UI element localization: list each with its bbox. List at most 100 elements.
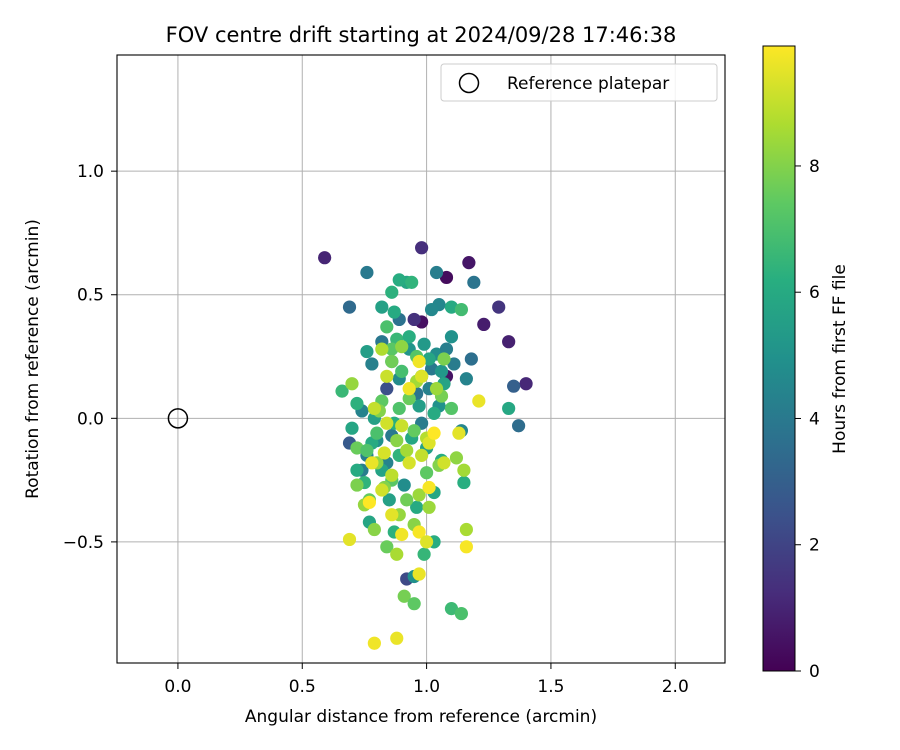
scatter-point — [335, 384, 349, 398]
scatter-point — [444, 300, 459, 314]
scatter-point — [457, 463, 471, 477]
scatter-point — [402, 391, 416, 406]
scatter-point — [407, 424, 421, 438]
scatter-point — [429, 382, 444, 396]
scatter-point — [392, 401, 406, 416]
scatter-point — [472, 394, 486, 408]
scatter-point — [367, 522, 381, 537]
colorbar-label: Hours from first FF file — [830, 264, 850, 454]
scatter-point — [419, 466, 434, 480]
scatter-point — [402, 382, 416, 396]
scatter-point — [385, 342, 399, 356]
scatter-point — [380, 382, 394, 396]
legend-box — [440, 63, 718, 102]
scatter-point — [387, 305, 401, 319]
scatter-point — [365, 357, 379, 371]
scatter-point — [390, 433, 404, 448]
colorbar-tick-label: 0 — [809, 662, 820, 682]
scatter-point — [507, 379, 521, 393]
scatter-point — [512, 419, 526, 433]
scatter-point — [437, 352, 451, 366]
scatter-point — [459, 522, 473, 537]
scatter-point — [427, 426, 441, 440]
scatter-point — [397, 478, 411, 492]
reference-marker-layer — [167, 408, 189, 429]
scatter-point — [437, 456, 451, 470]
scatter-point — [444, 330, 459, 344]
scatter-point — [412, 525, 426, 539]
scatter-point — [405, 275, 419, 289]
scatter-point — [459, 372, 473, 386]
scatter-point — [454, 302, 469, 317]
scatter-point — [397, 589, 411, 603]
scatter-point — [392, 273, 406, 287]
colorbar-gradient — [763, 46, 795, 671]
scatter-point — [360, 265, 374, 280]
scatter-point — [395, 527, 409, 542]
scatter-point — [412, 488, 426, 502]
scatter-point — [415, 241, 429, 255]
scatter-point — [419, 535, 434, 549]
scatter-point — [459, 540, 473, 554]
scatter-point — [412, 399, 426, 413]
scatter-point — [422, 480, 436, 495]
scatter-point — [477, 317, 491, 331]
scatter-point — [502, 401, 516, 416]
scatter-point — [410, 500, 424, 514]
y-axis: −0.5 0.0 0.5 1.0 — [63, 162, 117, 553]
scatter-point — [342, 300, 357, 314]
scatter-point — [502, 335, 516, 349]
scatter-point — [407, 597, 421, 611]
scatter-point — [395, 340, 409, 354]
y-axis-label: Rotation from reference (arcmin) — [23, 219, 43, 499]
scatter-point — [454, 606, 469, 621]
scatter-point — [375, 300, 389, 314]
colorbar: 0 2 4 6 8 Hours from first FF file — [762, 45, 850, 682]
x-axis: 0.0 0.5 1.0 1.5 2.0 — [164, 663, 689, 697]
scatter-point — [402, 456, 416, 470]
scatter-point — [452, 426, 466, 440]
scatter-point — [402, 330, 416, 344]
scatter-point — [395, 419, 409, 433]
y-tick-label: 0.0 — [77, 409, 104, 429]
scatter-point — [422, 436, 436, 450]
scatter-point — [380, 369, 394, 383]
scatter-point — [345, 377, 359, 391]
scatter-point — [385, 468, 399, 482]
scatter-point — [439, 270, 454, 285]
scatter-point — [457, 475, 471, 490]
scatter-point — [367, 636, 381, 650]
scatter-point — [350, 463, 364, 477]
scatter-point — [377, 446, 391, 460]
reference-point-marker — [167, 408, 189, 429]
scatter-point — [350, 396, 364, 411]
scatter-point — [422, 500, 436, 514]
scatter-point — [345, 421, 359, 435]
legend-reference-marker — [458, 72, 480, 94]
scatter-point — [360, 344, 374, 359]
scatter-point — [449, 451, 464, 465]
scatter-point — [434, 364, 449, 378]
scatter-point — [350, 441, 364, 455]
y-tick-label: −0.5 — [63, 533, 104, 553]
scatter-point — [439, 342, 454, 356]
scatter-point — [390, 631, 404, 645]
scatter-point — [400, 443, 414, 458]
colorbar-tick-label: 2 — [809, 536, 820, 556]
scatter-point — [385, 285, 399, 299]
colorbar-tick-label: 4 — [809, 409, 820, 429]
scatter-point — [417, 547, 431, 561]
scatter-point — [375, 483, 389, 497]
x-tick-label: 2.0 — [662, 677, 689, 697]
scatter-point — [362, 495, 377, 509]
data-points — [318, 241, 533, 650]
scatter-point — [429, 265, 444, 280]
x-tick-label: 0.5 — [289, 677, 316, 697]
scatter-point — [467, 275, 481, 289]
scatter-point — [415, 448, 429, 462]
scatter-point — [385, 508, 399, 522]
scatter-point — [519, 377, 533, 391]
scatter-point — [318, 251, 332, 265]
scatter-point — [427, 406, 441, 420]
scatter-point — [382, 493, 396, 507]
